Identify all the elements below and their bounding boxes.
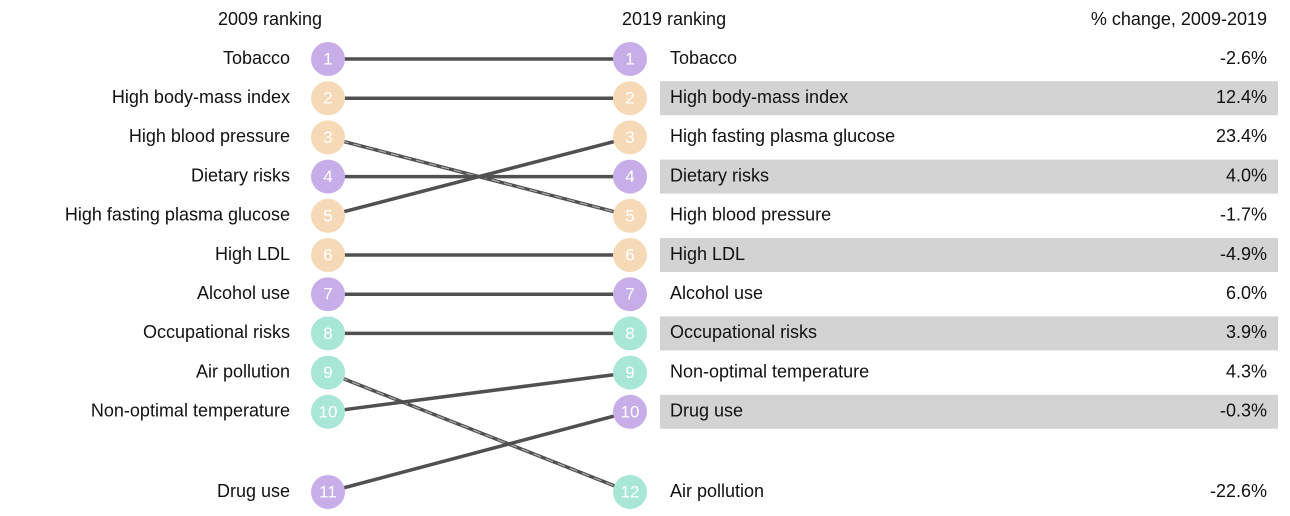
right-label: Tobacco xyxy=(670,48,737,68)
header-2019: 2019 ranking xyxy=(622,9,726,29)
connector xyxy=(327,370,631,414)
rank-circle-2009 xyxy=(311,238,345,272)
rank-2009: 6 xyxy=(323,245,332,264)
right-label: High fasting plasma glucose xyxy=(670,126,895,146)
right-label: Alcohol use xyxy=(670,283,763,303)
rank-circle-2009 xyxy=(311,355,345,390)
rank-2019: 7 xyxy=(625,285,634,304)
rank-2009: 5 xyxy=(323,206,332,225)
rank-2019: 3 xyxy=(625,128,634,147)
rank-2009: 10 xyxy=(319,402,338,421)
rank-circle-2019 xyxy=(613,81,647,116)
rank-circle-2009 xyxy=(311,81,345,116)
rank-2009: 4 xyxy=(323,167,332,186)
right-label: High blood pressure xyxy=(670,205,831,225)
right-label: Dietary risks xyxy=(670,165,769,185)
rank-circle-2019 xyxy=(613,475,647,509)
rank-circle-2009 xyxy=(311,394,345,429)
rank-2009: 3 xyxy=(323,128,332,147)
left-label: High fasting plasma glucose xyxy=(65,205,290,225)
connector xyxy=(327,135,631,218)
rank-circle-2009 xyxy=(311,277,345,312)
right-label: Occupational risks xyxy=(670,322,817,342)
rank-2009: 8 xyxy=(323,324,332,343)
percent-change: 4.3% xyxy=(1226,361,1267,381)
left-label: High blood pressure xyxy=(129,126,290,146)
left-label: Alcohol use xyxy=(197,283,290,303)
connector-dash xyxy=(327,372,631,493)
left-label: High LDL xyxy=(215,244,290,264)
left-label: Dietary risks xyxy=(191,165,290,185)
rank-circle-2009 xyxy=(311,475,345,509)
percent-change: 23.4% xyxy=(1216,126,1267,146)
percent-change: -0.3% xyxy=(1220,401,1267,421)
left-label: Drug use xyxy=(217,481,290,501)
percent-change: 4.0% xyxy=(1226,165,1267,185)
row-backgrounds xyxy=(660,81,1278,429)
row-background xyxy=(660,316,1278,351)
right-label: High LDL xyxy=(670,244,745,264)
labels: Tobacco 1 1 Tobacco -2.6%High body-mass inde… xyxy=(65,42,1267,509)
percent-change: -22.6% xyxy=(1210,481,1267,501)
right-label: Air pollution xyxy=(670,481,764,501)
percent-change: -4.9% xyxy=(1220,244,1267,264)
rank-2019: 9 xyxy=(625,363,634,382)
rank-circle-2019 xyxy=(613,42,647,76)
rank-2019: 10 xyxy=(621,402,640,421)
rank-2019: 4 xyxy=(625,167,634,186)
right-label: Drug use xyxy=(670,401,743,421)
row-background xyxy=(660,394,1278,429)
row-background xyxy=(660,159,1278,194)
rank-2019: 1 xyxy=(625,49,634,68)
left-label: Occupational risks xyxy=(143,322,290,342)
rank-2009: 2 xyxy=(323,89,332,108)
rank-2019: 2 xyxy=(625,89,634,108)
rank-circle-2019 xyxy=(613,198,647,233)
left-label: High body-mass index xyxy=(112,87,290,107)
connectors xyxy=(327,57,631,494)
right-label: High body-mass index xyxy=(670,87,848,107)
header-2009: 2009 ranking xyxy=(218,9,322,29)
rank-2009: 11 xyxy=(319,482,337,501)
rank-2009: 9 xyxy=(323,363,332,382)
connector xyxy=(327,410,631,494)
row-background xyxy=(660,81,1278,116)
left-label: Tobacco xyxy=(223,48,290,68)
left-label: Non-optimal temperature xyxy=(91,401,290,421)
rank-circle-2019 xyxy=(613,238,647,272)
rank-circle-2009 xyxy=(311,42,345,76)
percent-change: 6.0% xyxy=(1226,283,1267,303)
rank-2009: 1 xyxy=(323,49,332,68)
rank-circle-2009 xyxy=(311,159,345,194)
rank-circle-2019 xyxy=(613,355,647,390)
percent-change: -2.6% xyxy=(1220,48,1267,68)
left-label: Air pollution xyxy=(196,361,290,381)
rank-2009: 7 xyxy=(323,285,332,304)
rank-circle-2009 xyxy=(311,120,345,155)
rank-2019: 5 xyxy=(625,206,634,225)
rank-2019: 8 xyxy=(625,324,634,343)
percent-change: -1.7% xyxy=(1220,205,1267,225)
percent-change: 3.9% xyxy=(1226,322,1267,342)
rank-circle-2019 xyxy=(613,316,647,351)
rank-circle-2019 xyxy=(613,159,647,194)
rank-circle-2019 xyxy=(613,394,647,429)
rank-circle-2009 xyxy=(311,316,345,351)
right-label: Non-optimal temperature xyxy=(670,361,869,381)
rank-2019: 12 xyxy=(621,482,640,501)
rank-circle-2019 xyxy=(613,120,647,155)
header-change: % change, 2009-2019 xyxy=(1091,9,1267,29)
rank-circle-2009 xyxy=(311,198,345,233)
rank-2019: 6 xyxy=(625,245,634,264)
percent-change: 12.4% xyxy=(1216,87,1267,107)
row-background xyxy=(660,238,1278,272)
rank-circle-2019 xyxy=(613,277,647,312)
